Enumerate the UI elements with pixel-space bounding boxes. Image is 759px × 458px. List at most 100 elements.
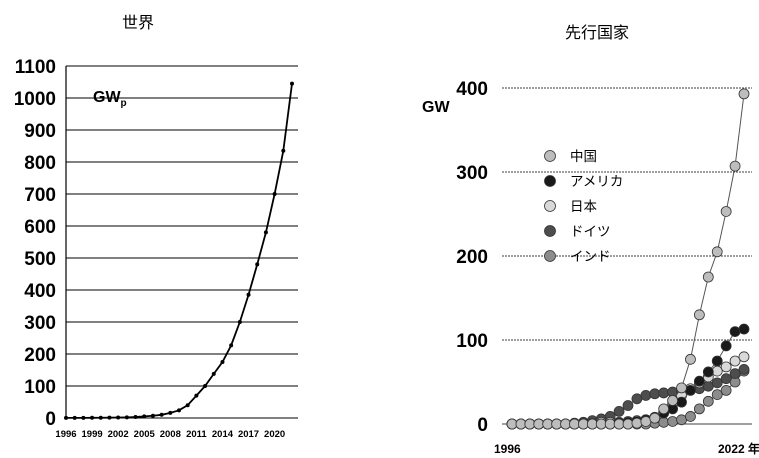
leaders-data-point: [577, 418, 589, 430]
world-y-tick-label: 900: [24, 121, 56, 142]
leaders-data-point: [524, 418, 536, 430]
leaders-data-point: [658, 387, 670, 399]
world-y-tick-label: 600: [24, 217, 56, 238]
leaders-data-point: [658, 416, 670, 428]
leaders-data-point: [720, 373, 732, 385]
leaders-data-point: [693, 403, 705, 415]
world-chart-title: 世界: [122, 13, 155, 32]
leaders-data-point: [738, 351, 750, 363]
world-data-point: [107, 415, 112, 420]
world-data-point: [81, 415, 86, 420]
legend-marker: [544, 200, 556, 212]
leaders-data-point: [604, 418, 616, 430]
leaders-unit-label: GW: [422, 99, 450, 116]
world-data-point: [116, 415, 121, 420]
leaders-data-point: [560, 418, 571, 430]
leaders-data-point: [622, 418, 634, 430]
leaders-data-point: [720, 384, 732, 396]
world-y-tick-label: 500: [24, 249, 56, 270]
leaders-data-point: [702, 271, 714, 283]
leaders-data-point: [729, 326, 741, 338]
leaders-data-point: [693, 309, 705, 321]
world-x-tick-label: 2002: [108, 429, 129, 440]
world-x-tick-label: 2020: [264, 429, 285, 440]
world-data-point: [263, 230, 268, 235]
world-series-line: [65, 83, 293, 419]
leaders-data-point: [738, 88, 750, 100]
leaders-data-point: [640, 390, 652, 401]
world-data-point: [98, 415, 103, 420]
leaders-data-point: [720, 206, 732, 217]
leaders-data-point: [711, 389, 723, 401]
world-data-point: [281, 148, 286, 153]
world-data-point: [64, 415, 68, 420]
leaders-data-point: [667, 416, 679, 427]
world-unit-subscript: p: [121, 98, 127, 109]
leaders-data-point: [622, 400, 634, 411]
leaders-chart-panel: 先行国家 0 100 200 300 400 GW 1996 2022 年 中国 アメリカ 日本 ドイ…: [400, 0, 759, 458]
leaders-y-tick-label: 100: [456, 331, 488, 352]
leaders-data-point: [729, 160, 741, 172]
world-x-tick-label: 1996: [55, 429, 76, 440]
world-data-point: [185, 403, 190, 408]
world-data-point: [237, 320, 242, 324]
leaders-data-point: [631, 393, 643, 405]
leaders-data-point: [711, 355, 723, 367]
leaders-x-tick-label: 2022 年: [718, 441, 759, 456]
legend-label: アメリカ: [570, 174, 623, 190]
leaders-data-point: [542, 418, 554, 430]
leaders-data-point: [685, 353, 696, 365]
legend-marker: [544, 250, 556, 262]
world-data-point: [133, 415, 138, 420]
leaders-y-tick-label: 0: [477, 415, 488, 436]
leaders-data-point: [738, 363, 750, 375]
leaders-y-tick-label: 200: [456, 247, 488, 268]
leaders-data-point: [533, 418, 545, 430]
leaders-data-point: [640, 416, 652, 427]
legend-label: インド: [570, 249, 611, 265]
world-y-tick-label: 700: [24, 185, 56, 206]
legend-label: 日本: [570, 199, 598, 215]
leaders-data-point: [711, 365, 723, 377]
leaders-data-point: [720, 361, 732, 373]
world-data-point: [220, 360, 225, 364]
world-y-tick-label: 100: [24, 377, 56, 398]
world-data-point: [142, 414, 147, 419]
leaders-data-point: [649, 412, 661, 424]
leaders-data-point: [711, 377, 723, 389]
world-chart-svg: 0 100 200 300 400 500 600 700 800 900 1000 1100 1996…: [14, 57, 298, 440]
leaders-data-point: [586, 418, 598, 430]
leaders-y-tick-label: 400: [456, 79, 488, 100]
leaders-data-point: [711, 246, 723, 258]
leaders-data-point: [693, 375, 705, 387]
world-data-point: [90, 415, 95, 420]
leaders-data-point: [702, 366, 714, 378]
leaders-x-tick-label: 1996: [494, 442, 521, 456]
leaders-data-point: [649, 388, 661, 400]
leaders-data-point: [685, 411, 696, 422]
world-x-tick-label: 2014: [212, 429, 234, 440]
world-data-point: [272, 192, 277, 196]
leaders-data-point: [676, 396, 687, 408]
leaders-data-point: [720, 340, 732, 352]
leaders-data-point: [667, 395, 679, 406]
world-x-tick-label: 2017: [238, 429, 259, 440]
leaders-data-point: [702, 395, 714, 407]
leaders-data-point: [676, 382, 687, 394]
legend-marker: [544, 175, 556, 187]
world-unit-label: GWp: [93, 89, 127, 109]
world-data-point: [72, 415, 77, 420]
world-y-tick-label: 1100: [15, 57, 56, 78]
world-y-tick-label: 300: [24, 313, 56, 334]
leaders-data-point: [738, 323, 750, 335]
leaders-data-point: [515, 418, 527, 430]
legend-label: ドイツ: [570, 224, 611, 240]
leaders-data-point: [631, 417, 643, 429]
leaders-data-point: [702, 380, 714, 392]
world-data-point: [203, 384, 208, 388]
leaders-y-tick-label: 300: [456, 163, 488, 184]
world-data-point: [124, 415, 129, 420]
world-y-tick-label: 200: [24, 345, 56, 366]
world-data-point: [246, 292, 251, 297]
leaders-data-point: [613, 418, 625, 430]
